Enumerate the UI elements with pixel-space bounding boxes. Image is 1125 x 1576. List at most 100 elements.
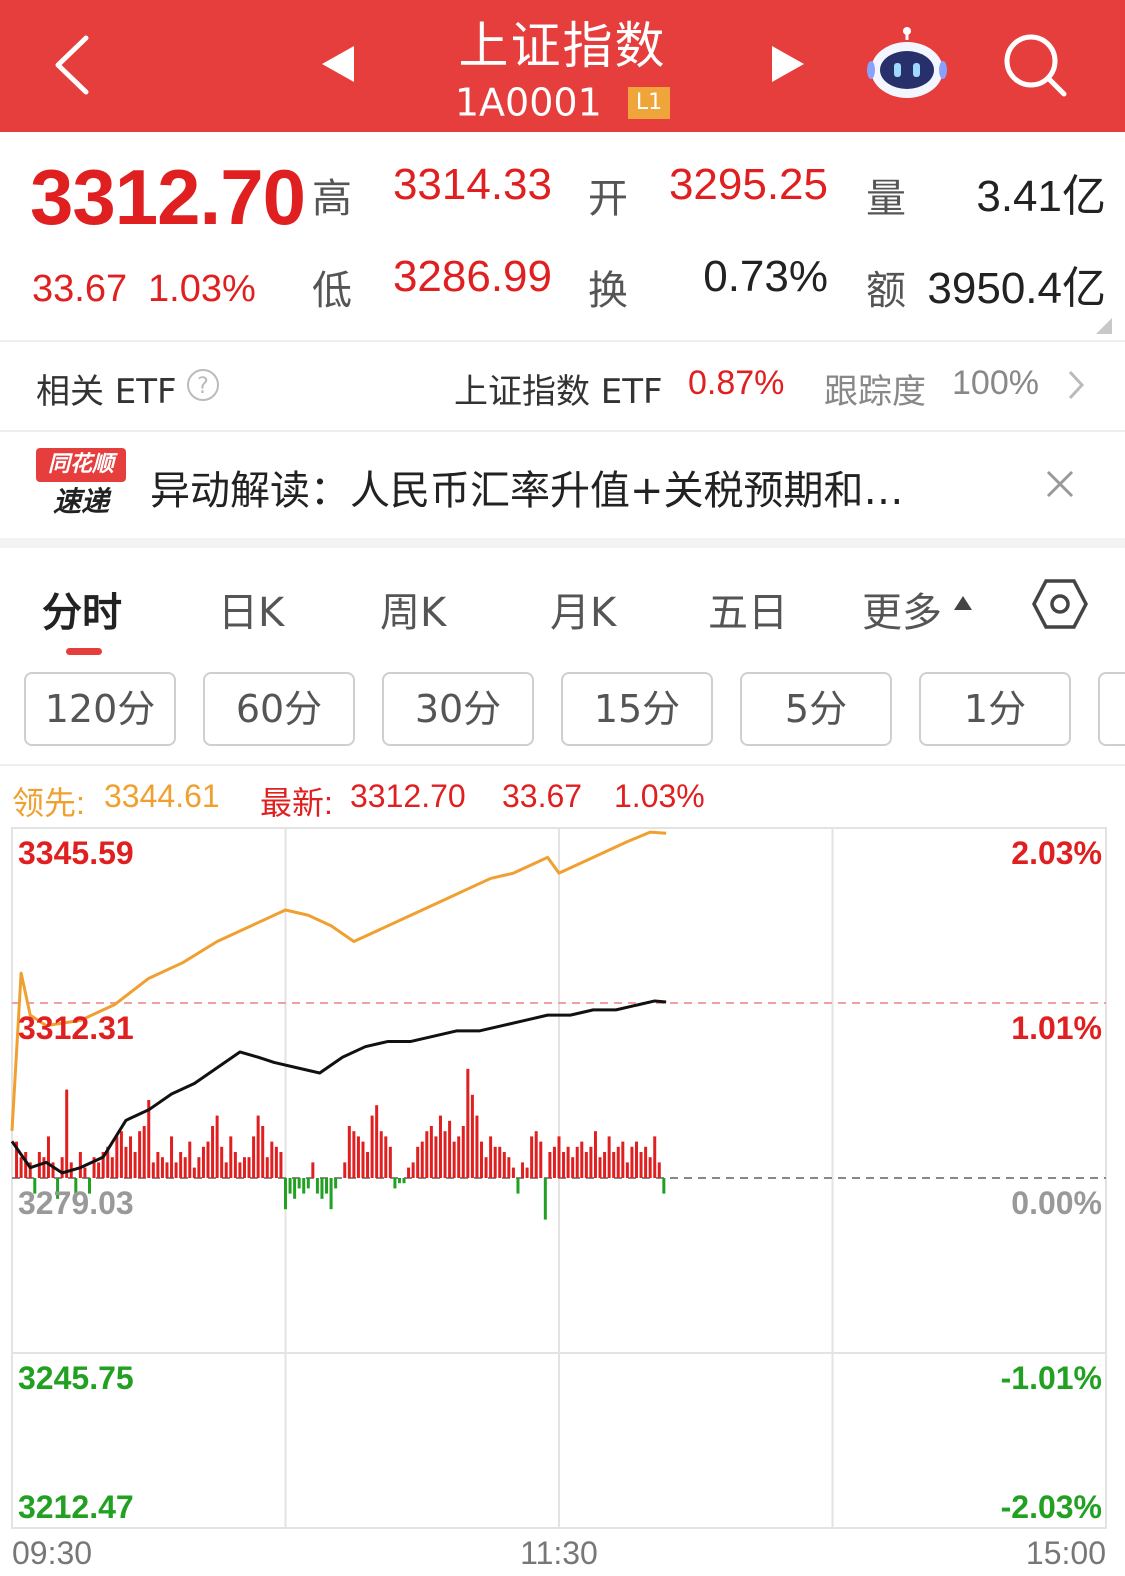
volume-bar — [192, 1167, 196, 1178]
volume-bar — [616, 1146, 620, 1178]
volume-bar — [92, 1157, 96, 1178]
volume-bar — [129, 1136, 133, 1178]
intraday-chart[interactable]: 3345.59 2.03% 3312.31 1.01% 3279.03 0.00% 3245… — [0, 820, 1125, 1576]
volume-bar — [589, 1146, 593, 1178]
volume-bar — [42, 1157, 46, 1178]
volume-bar — [119, 1131, 123, 1178]
period-1-button[interactable]: 1分 — [919, 672, 1071, 746]
top-bar: 上证指数 1A0001 L1 — [0, 0, 1125, 132]
volume-bar — [511, 1167, 515, 1178]
tab-weekly-k[interactable]: 周K — [380, 590, 447, 636]
volume-bar — [256, 1115, 260, 1178]
high-value: 3314.33 — [392, 160, 552, 209]
volume-bar — [329, 1178, 333, 1210]
y-right-tick: 2.03% — [1011, 835, 1102, 871]
volume-bar — [151, 1162, 155, 1178]
period-15-button[interactable]: 15分 — [561, 672, 713, 746]
volume-bar — [575, 1146, 579, 1178]
tab-monthly-k[interactable]: 月K — [550, 590, 617, 636]
volume-bar — [525, 1167, 529, 1178]
volume-bar — [19, 1157, 23, 1178]
volume-bar — [584, 1152, 588, 1178]
tab-more[interactable]: 更多 — [862, 590, 942, 636]
volume-bar — [630, 1146, 634, 1178]
volume-bar — [489, 1136, 493, 1178]
volume-bar — [201, 1146, 205, 1178]
volume-bar — [625, 1162, 629, 1178]
volume-bar — [211, 1126, 215, 1178]
volume-bar — [530, 1136, 534, 1178]
triangle-up-icon — [954, 596, 972, 610]
settings-hexagon-icon[interactable] — [1032, 578, 1088, 630]
volume-bar — [543, 1178, 547, 1220]
volume-bar — [115, 1136, 119, 1178]
price-lines — [10, 830, 667, 1175]
lead-label: 领先: — [12, 785, 85, 821]
divider — [0, 340, 1125, 342]
amount-value: 3950.4亿 — [927, 264, 1106, 313]
period-30-button[interactable]: 30分 — [382, 672, 534, 746]
search-icon[interactable] — [1002, 32, 1068, 98]
volume-bar — [621, 1141, 625, 1178]
volume-bar — [24, 1152, 28, 1178]
y-right-tick: -1.01% — [1001, 1360, 1102, 1396]
tab-five-day[interactable]: 五日 — [708, 590, 788, 636]
volume-bar — [448, 1120, 452, 1178]
back-chevron-icon[interactable] — [52, 34, 92, 96]
robot-assistant-icon[interactable] — [866, 26, 948, 100]
volume-bar — [429, 1126, 433, 1178]
open-label: 开 — [588, 176, 628, 222]
volume-bar — [466, 1068, 470, 1178]
volume-label: 量 — [866, 176, 906, 222]
close-icon[interactable] — [1044, 468, 1076, 500]
volume-bar — [484, 1157, 488, 1178]
divider — [0, 430, 1125, 432]
volume-bar — [607, 1136, 611, 1178]
news-logo-top: 同花顺 — [36, 448, 126, 482]
period-5-button[interactable]: 5分 — [740, 672, 892, 746]
volume-bar — [502, 1152, 506, 1178]
tab-daily-k[interactable]: 日K — [218, 590, 285, 636]
volume-bar — [384, 1136, 388, 1178]
volume-bar — [361, 1141, 365, 1178]
chevron-right-icon[interactable] — [1066, 368, 1086, 402]
volume-bar — [288, 1178, 292, 1194]
period-60-button[interactable]: 60分 — [203, 672, 355, 746]
volume-bar — [33, 1178, 37, 1194]
prev-triangle-icon[interactable] — [320, 44, 356, 84]
volume-value: 3.41亿 — [976, 172, 1106, 221]
volume-bar — [15, 1141, 19, 1178]
volume-bar — [612, 1152, 616, 1178]
volume-bar — [375, 1105, 379, 1178]
next-triangle-icon[interactable] — [770, 44, 806, 84]
volume-bar — [347, 1126, 351, 1178]
period-120-button[interactable]: 120分 — [24, 672, 176, 746]
news-headline[interactable]: 异动解读：人民币汇率升值+关税预期和… — [150, 468, 904, 514]
etf-name[interactable]: 上证指数 ETF — [454, 372, 663, 412]
volume-bar — [420, 1141, 424, 1178]
stock-code: 1A0001 — [454, 80, 602, 125]
volume-bar — [370, 1115, 374, 1178]
volume-bar — [83, 1167, 87, 1178]
volume-bar — [407, 1167, 411, 1178]
volume-bar — [566, 1146, 570, 1178]
volume-bar — [379, 1131, 383, 1178]
volume-bar — [247, 1157, 251, 1178]
volume-bar — [644, 1146, 648, 1178]
volume-bar — [179, 1152, 183, 1178]
latest-change: 33.67 — [502, 778, 583, 814]
volume-bar — [443, 1131, 447, 1178]
help-question-icon[interactable]: ? — [186, 368, 220, 402]
expand-corner-icon[interactable] — [1096, 318, 1112, 334]
tab-intraday[interactable]: 分时 — [42, 590, 122, 636]
y-left-tick: 3212.47 — [18, 1489, 134, 1525]
volume-bar — [593, 1131, 597, 1178]
volume-bar — [438, 1115, 442, 1178]
volume-bar — [557, 1136, 561, 1178]
volume-bar — [457, 1136, 461, 1178]
volume-bar — [51, 1162, 55, 1178]
period-more-button[interactable] — [1098, 672, 1125, 746]
volume-bar — [233, 1152, 237, 1178]
volume-bar — [60, 1157, 64, 1178]
latest-label: 最新: — [260, 785, 333, 821]
